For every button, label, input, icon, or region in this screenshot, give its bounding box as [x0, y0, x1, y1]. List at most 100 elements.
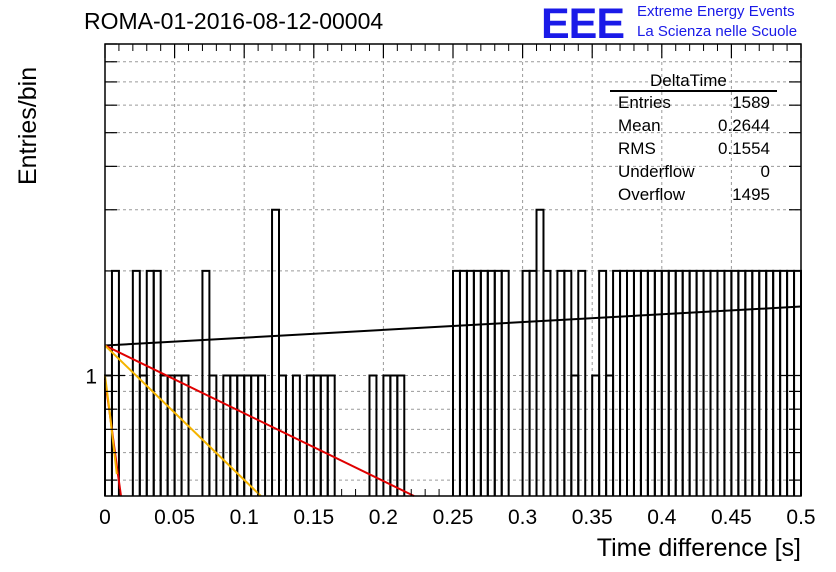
histogram-bin	[758, 269, 768, 496]
x-tick-label: 0	[99, 506, 111, 529]
x-tick-label: 0.1	[230, 506, 259, 529]
histogram-bin	[152, 269, 162, 496]
histogram-bin	[326, 374, 336, 496]
histogram-bin	[472, 269, 482, 496]
histogram-bin	[723, 269, 733, 496]
fit-line	[104, 344, 262, 497]
x-tick-label: 0.05	[154, 506, 195, 529]
histogram-bin	[222, 374, 232, 496]
x-tick-label: 0.4	[647, 506, 677, 529]
histogram-bin	[458, 269, 468, 496]
histogram-bin	[521, 269, 531, 496]
histogram-bin	[605, 374, 615, 496]
histogram-bin	[730, 269, 740, 496]
histogram-bin	[465, 269, 475, 496]
histogram-bin	[772, 269, 782, 496]
stats-label: Entries	[618, 93, 671, 112]
histogram-bin	[779, 269, 789, 496]
histogram-bin	[250, 374, 260, 496]
histogram-bin	[452, 269, 461, 496]
histogram-bin	[382, 374, 392, 496]
histogram-bin	[632, 269, 642, 496]
eee-logo: EEE	[541, 0, 625, 48]
histogram-bin	[159, 374, 169, 496]
histogram-bin	[639, 269, 649, 496]
histogram-bin	[201, 269, 211, 496]
x-tick-label: 0.25	[433, 506, 474, 529]
histogram-bin	[229, 374, 239, 496]
histogram-bin	[612, 269, 622, 496]
stats-row-overflow: Overflow 1495	[618, 185, 770, 205]
logo-line-2: La Scienza nelle Scuole	[637, 23, 798, 40]
x-tick-label: 0.15	[293, 506, 334, 529]
x-axis-label: Time difference [s]	[596, 534, 801, 562]
histogram-bin	[166, 374, 176, 496]
histogram-bin	[368, 374, 378, 496]
stats-value: 0.2644	[718, 116, 770, 135]
histogram-bin	[695, 269, 705, 496]
histogram-bin	[278, 374, 287, 496]
histogram-bin	[570, 374, 580, 496]
histogram-bin	[674, 269, 684, 496]
stats-row-underflow: Underflow 0	[618, 162, 770, 182]
stats-title: DeltaTime	[650, 71, 727, 90]
histogram-bin	[563, 269, 573, 496]
histogram-bin	[493, 269, 503, 496]
fit-line	[104, 375, 118, 475]
histogram-bin	[744, 269, 754, 496]
x-tick-label: 0.5	[786, 506, 815, 529]
histogram-bin	[709, 269, 719, 496]
logo-line-1: Extreme Energy Events	[637, 3, 795, 20]
histogram-bin	[737, 269, 747, 496]
chart-title: ROMA-01-2016-08-12-00004	[84, 8, 384, 34]
histogram-bin	[716, 269, 726, 496]
histogram-bin	[528, 269, 538, 496]
histogram-bin	[319, 374, 329, 496]
axes: 0 0.05 0.1 0.15 0.2 0.25 0.3 0.35 0.4 0.45 0.5 1	[85, 43, 816, 529]
fit-line	[104, 305, 802, 347]
histogram-bin	[598, 269, 608, 496]
histogram-bin	[173, 374, 183, 496]
histogram-bin	[486, 269, 496, 496]
y-axis-label: Entries/bin	[14, 66, 42, 185]
histogram-bin	[243, 374, 253, 496]
stats-label: Overflow	[618, 185, 686, 204]
histogram-bin	[312, 374, 322, 496]
stats-value: 1495	[732, 185, 770, 204]
histogram-bin	[479, 269, 489, 496]
stats-label: Mean	[618, 116, 661, 135]
histogram-bin	[688, 269, 698, 496]
stats-value: 1589	[732, 93, 770, 112]
histogram-bin	[138, 374, 148, 496]
histogram-bin	[660, 269, 670, 496]
histogram-bin	[389, 374, 399, 496]
stats-value: 0	[760, 162, 770, 181]
histogram-bin	[271, 208, 280, 496]
x-tick-label: 0.45	[711, 506, 752, 529]
y-tick-label: 1	[85, 366, 97, 389]
histogram-bin	[131, 269, 141, 496]
histogram-bin	[257, 374, 267, 496]
histogram-bin	[577, 269, 587, 496]
histogram-bin	[145, 269, 155, 496]
stats-row-entries: Entries 1589	[618, 93, 770, 113]
histogram-bin	[626, 269, 635, 496]
histogram-bin	[291, 374, 301, 496]
histogram-bin	[646, 269, 656, 496]
stats-row-rms: RMS 0.1554	[618, 139, 770, 159]
stats-label: RMS	[618, 139, 656, 158]
stats-row-mean: Mean 0.2644	[618, 116, 770, 136]
stats-label: Underflow	[618, 162, 695, 181]
fit-lines	[104, 305, 802, 497]
histogram-bin	[653, 269, 663, 496]
histogram-bin	[702, 269, 712, 496]
histogram-bin	[500, 269, 510, 496]
histogram-bin	[786, 269, 796, 496]
histogram-bin	[208, 374, 218, 496]
histogram-bin	[305, 374, 315, 496]
stats-value: 0.1554	[718, 139, 770, 158]
histogram-bin	[751, 269, 761, 496]
x-tick-label: 0.35	[572, 506, 613, 529]
x-tick-label: 0.3	[508, 506, 537, 529]
